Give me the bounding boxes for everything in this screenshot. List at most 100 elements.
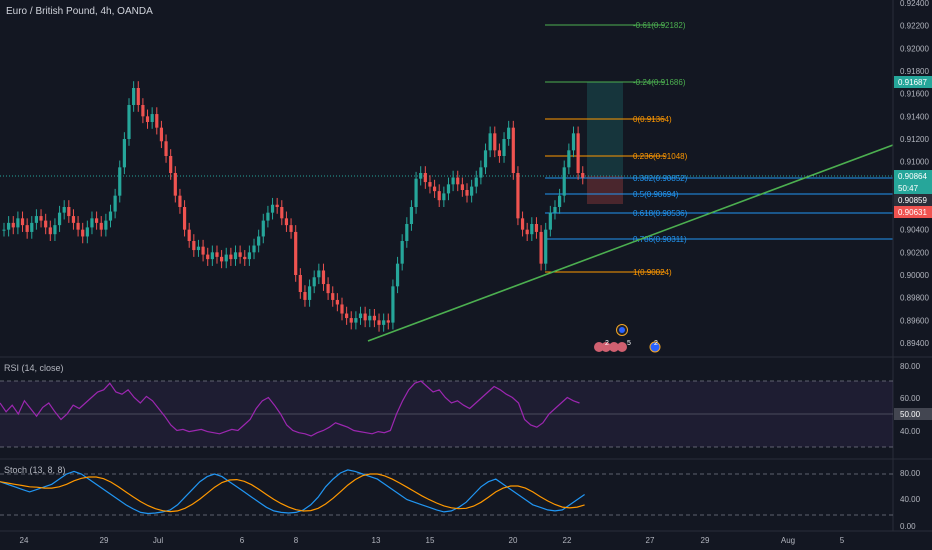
trend-line[interactable] [367,144,894,342]
fib-level-label: 0(0.91364) [633,115,672,124]
candle-body [456,177,460,185]
candle-body [493,133,497,151]
candle-body [534,224,539,232]
candle-body [377,320,381,325]
candle-body [229,254,233,260]
candle-body [539,231,543,264]
fib-level-label: 0.382(0.90852) [633,174,688,183]
position-profit-zone[interactable] [587,82,623,176]
candle-body [511,127,515,173]
fib-level-label: -0.24(0.91686) [633,78,686,87]
candle-body [122,139,126,168]
candle-body [544,229,548,264]
candle-body [446,184,451,194]
candle-body [284,218,289,226]
candle-body [409,207,414,224]
candle-body [238,252,242,257]
fib-level-label: 0.786(0.90311) [633,235,687,244]
candle-body [155,114,159,128]
time-tick-label: Jul [153,536,163,545]
candle-body [419,173,423,179]
candle-body [483,150,488,168]
candle-body [317,270,321,278]
price-tick-label: 0.91800 [900,67,929,76]
candle-body [567,150,571,168]
candle-body [558,195,562,207]
stoch-pane-title[interactable]: Stoch (13, 8, 8) [4,465,66,475]
candle-body [354,318,358,323]
candle-body [252,245,256,253]
candle-body [108,211,113,221]
candle-body [298,275,302,292]
price-badge [894,206,932,218]
candle-body [488,133,492,151]
price-badge [894,194,932,206]
event-icon-core [619,327,625,333]
candle-body [507,127,511,139]
candle-body [57,212,62,226]
candle-body [576,133,580,173]
candle-body [95,218,99,223]
candle-body [391,286,395,323]
candle-body [53,225,57,235]
rsi-axis[interactable]: 80.00 60.00 40.00 50.00 [894,362,932,436]
price-badge-label: 0.90859 [898,196,927,205]
price-badge-label: 0.91687 [898,78,927,87]
price-tick-label: 0.89800 [900,294,929,303]
price-tick-label: 0.91000 [900,158,929,167]
price-tick-label: 0.90000 [900,271,929,280]
price-tick-label: 0.92400 [900,0,929,8]
candle-body [335,299,339,305]
stoch-axis[interactable]: 80.00 40.00 0.00 [900,469,921,531]
candle-body [562,167,566,196]
candle-body [307,286,312,300]
event-markers[interactable]: 2 5 2 [594,324,661,353]
price-tick-label: 0.90400 [900,226,929,235]
candle-body [465,190,469,196]
candle-body [437,191,441,201]
candle-body [220,256,224,262]
price-badges: 0.91687 0.90864 50:47 0.90859 0.90631 [894,76,932,218]
candle-body [25,225,29,232]
candle-body [178,195,182,207]
candle-body [405,224,409,241]
candle-body [382,320,386,325]
candle-body [99,222,103,230]
symbol-title[interactable]: Euro / British Pound, 4h, OANDA [6,6,153,17]
candle-body [497,150,502,156]
candlesticks [2,81,585,332]
candle-body [16,218,20,228]
event-count-badge: 5 [627,340,631,347]
event-icon [609,342,619,352]
candle-body [581,173,585,178]
stoch-tick-label: 40.00 [900,495,921,504]
fib-level-label: 0.618(0.90536) [633,209,688,218]
fib-retracement[interactable]: -0.61(0.92182) -0.24(0.91686) 0(0.91364) 0.… [545,21,893,277]
price-tick-label: 0.91400 [900,112,929,121]
candle-body [479,167,483,178]
candle-body [516,173,520,219]
time-tick-label: 20 [509,536,518,545]
rsi-pane-title[interactable]: RSI (14, close) [4,363,64,373]
candle-body [34,216,39,223]
candle-body [261,220,265,237]
stoch-tick-label: 80.00 [900,469,921,478]
price-badge [894,76,932,88]
candle-body [243,256,247,260]
time-tick-label: 29 [100,536,109,545]
candle-body [368,315,372,321]
candle-body [520,218,525,230]
time-axis[interactable]: 24 29 Jul 6 8 13 15 20 22 27 29 Aug 5 [20,536,845,545]
candle-body [192,241,196,251]
candle-body [321,270,326,285]
candle-body [118,167,122,196]
candle-body [44,220,48,228]
candle-body [224,254,228,262]
price-tick-label: 0.92000 [900,44,929,53]
position-loss-zone[interactable] [587,176,623,204]
candle-body [247,252,251,260]
candle-body [215,252,219,257]
time-tick-label: Aug [781,536,795,545]
price-tick-label: 0.91200 [900,135,929,144]
